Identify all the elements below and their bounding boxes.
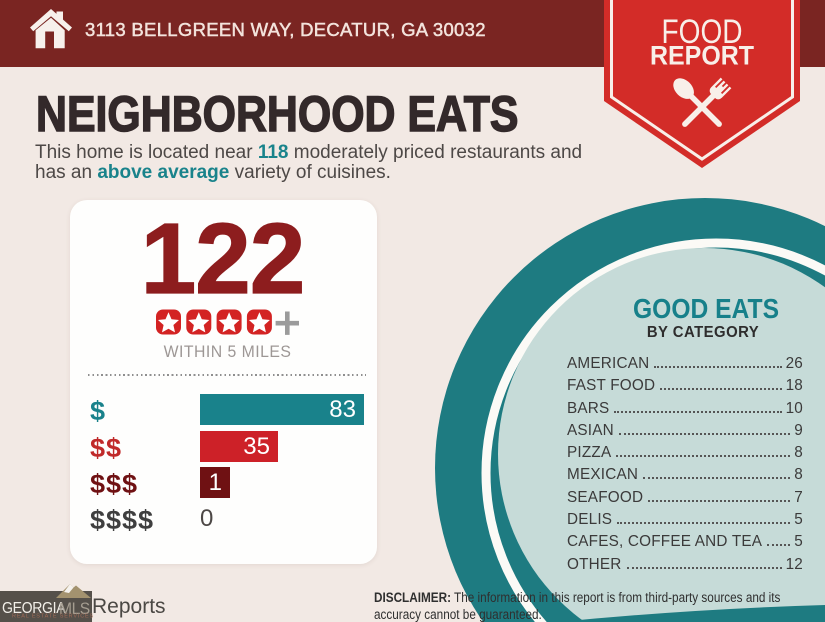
svg-text:REPORT: REPORT	[650, 41, 754, 71]
svg-text:FOOD: FOOD	[662, 13, 743, 51]
